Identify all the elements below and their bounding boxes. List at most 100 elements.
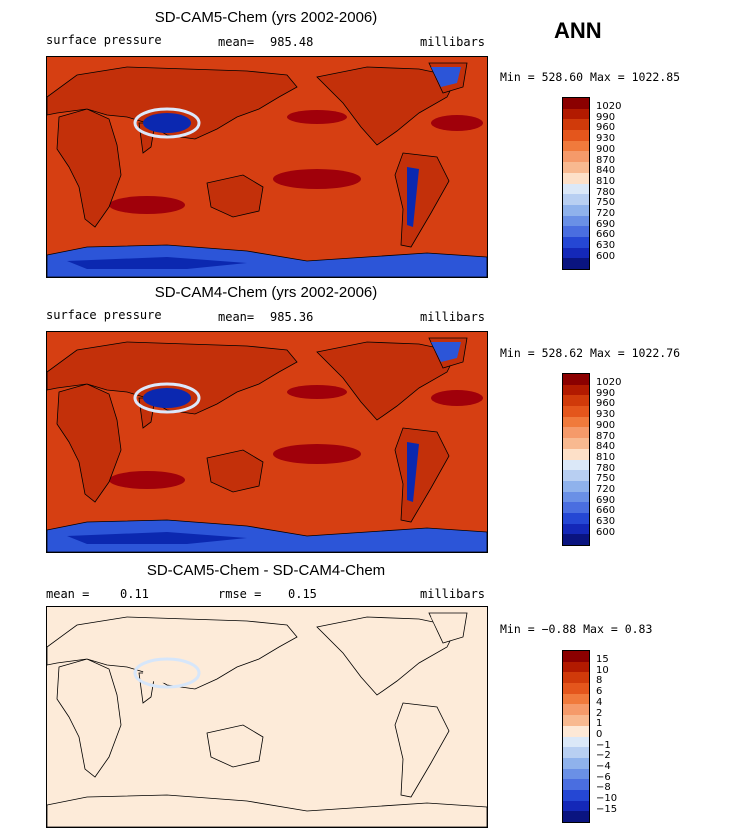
panel-2-mean-label: mean= [218, 310, 255, 324]
continent-outline [206, 174, 264, 218]
tibetan-plateau-low [143, 663, 191, 683]
colorbar-tick-label: 600 [596, 526, 616, 538]
colorbar-swatch [563, 811, 589, 822]
colorbar-swatch [563, 470, 589, 481]
colorbar-swatch [563, 194, 589, 205]
colorbar-swatch [563, 480, 589, 492]
panel-3-min-label: Min = [500, 622, 535, 636]
colorbar-swatch [563, 140, 589, 152]
colorbar-tick-label: 900 [596, 143, 616, 155]
colorbar-tick-label: 660 [596, 229, 616, 241]
colorbar-swatch [563, 427, 589, 439]
colorbar-swatch [563, 768, 589, 780]
high-pressure-cell [273, 169, 361, 189]
high-pressure-cell [287, 110, 347, 124]
panel-2-units: millibars [420, 310, 486, 324]
colorbar-tick-label: 750 [596, 473, 616, 485]
colorbar-swatch [563, 757, 589, 769]
plateau-ring [133, 382, 201, 414]
high-pressure-cell [287, 385, 347, 399]
colorbar-swatch [563, 247, 589, 259]
antarctic-plateau-low [67, 807, 247, 819]
panel-1-max-value: 1022.85 [631, 70, 681, 84]
colorbar-swatch [563, 789, 589, 801]
colorbar-tick-label: 8 [596, 675, 603, 687]
colorbar-tick-label: 870 [596, 430, 616, 442]
colorbar-tick-label: 810 [596, 451, 616, 463]
colorbar-tick-label: 990 [596, 111, 616, 123]
colorbar-swatch [563, 683, 589, 694]
high-pressure-cell [431, 390, 483, 406]
colorbar-tick-label: −6 [596, 771, 611, 783]
colorbar-swatch [563, 98, 589, 109]
high-pressure-cell [431, 665, 483, 681]
colorbar-swatch [563, 215, 589, 227]
colorbar-swatch [563, 736, 589, 748]
panel-3-min-value: −0.88 [541, 622, 577, 636]
colorbar-tick-label: 720 [596, 484, 616, 495]
colorbar-swatch [563, 502, 589, 513]
greenland-low [431, 617, 461, 637]
colorbar-swatch [563, 226, 589, 237]
continent-outline [316, 616, 458, 696]
colorbar-swatches [562, 650, 590, 823]
colorbar-swatch [563, 448, 589, 460]
colorbar-tick-label: 960 [596, 398, 616, 410]
continent-outline [56, 108, 122, 228]
colorbar-swatch [563, 715, 589, 726]
panel-1-mean-value: 985.48 [270, 35, 314, 49]
panel-2-min-value: 528.62 [541, 346, 584, 360]
colorbar-swatches [562, 373, 590, 546]
continent-outline [47, 341, 298, 415]
panel-2-mean-value: 985.36 [270, 310, 314, 324]
continent-outline [47, 66, 298, 140]
antarctic-plateau-low [67, 257, 247, 269]
panel-2-max-label: Max = [590, 346, 625, 360]
colorbar-tick-label: 1 [596, 718, 603, 730]
colorbar-tick-label: 600 [596, 250, 616, 262]
panel-3-title: SD-CAM5-Chem - SD-CAM4-Chem [146, 562, 386, 579]
colorbar-swatch [563, 800, 589, 812]
colorbar-tick-label: −10 [596, 793, 618, 805]
colorbar-swatch [563, 151, 589, 163]
high-pressure-cell [109, 471, 185, 489]
colorbar-tick-label: 2 [596, 707, 603, 719]
panel-3-minmax: Min = −0.88 Max = 0.83 [500, 622, 652, 636]
high-pressure-cell [273, 444, 361, 464]
season-label: ANN [554, 18, 602, 43]
colorbar-swatch [563, 491, 589, 503]
colorbar-tick-label: −1 [596, 739, 611, 751]
colorbar-swatch [563, 374, 589, 385]
colorbar-swatch [563, 512, 589, 524]
plateau-ring [133, 107, 201, 139]
panel-1-minmax: Min = 528.60 Max = 1022.85 [500, 70, 680, 84]
panel-3-max-label: Max = [583, 622, 618, 636]
panel-2-max-value: 1022.76 [631, 346, 681, 360]
colorbar-tick-label: 750 [596, 197, 616, 209]
colorbar-tick-label: 780 [596, 462, 616, 474]
panel-3-mean-label: mean = [46, 587, 90, 601]
andes-low [407, 442, 419, 502]
colorbar-tick-label: 840 [596, 165, 616, 177]
continent-outline [206, 724, 264, 768]
colorbar-swatch [563, 416, 589, 428]
high-pressure-cell [109, 196, 185, 214]
tibetan-plateau-low [143, 388, 191, 408]
panel-3-rmse-value: 0.15 [288, 587, 317, 601]
colorbar-tick-label: 15 [596, 654, 609, 665]
panel-1-colorbar: 1020 990 960 930 900 870 840 810 780 750 720 690 660… [562, 97, 621, 270]
colorbar-swatch [563, 523, 589, 535]
colorbar-swatch [563, 693, 589, 705]
colorbar-tick-label: 870 [596, 154, 616, 166]
panel-2-variable-label: surface pressure [46, 308, 162, 322]
colorbar-swatch [563, 258, 589, 269]
greenland-low [431, 342, 461, 362]
andes-low [407, 717, 419, 777]
continent-outline [47, 616, 298, 690]
colorbar-tick-label: 720 [596, 208, 616, 219]
panel-2-min-label: Min = [500, 346, 535, 360]
colorbar-tick-label: 4 [596, 696, 603, 708]
continent-outline [316, 66, 458, 146]
continent-outline [56, 658, 122, 778]
panel-3-map [46, 606, 488, 828]
